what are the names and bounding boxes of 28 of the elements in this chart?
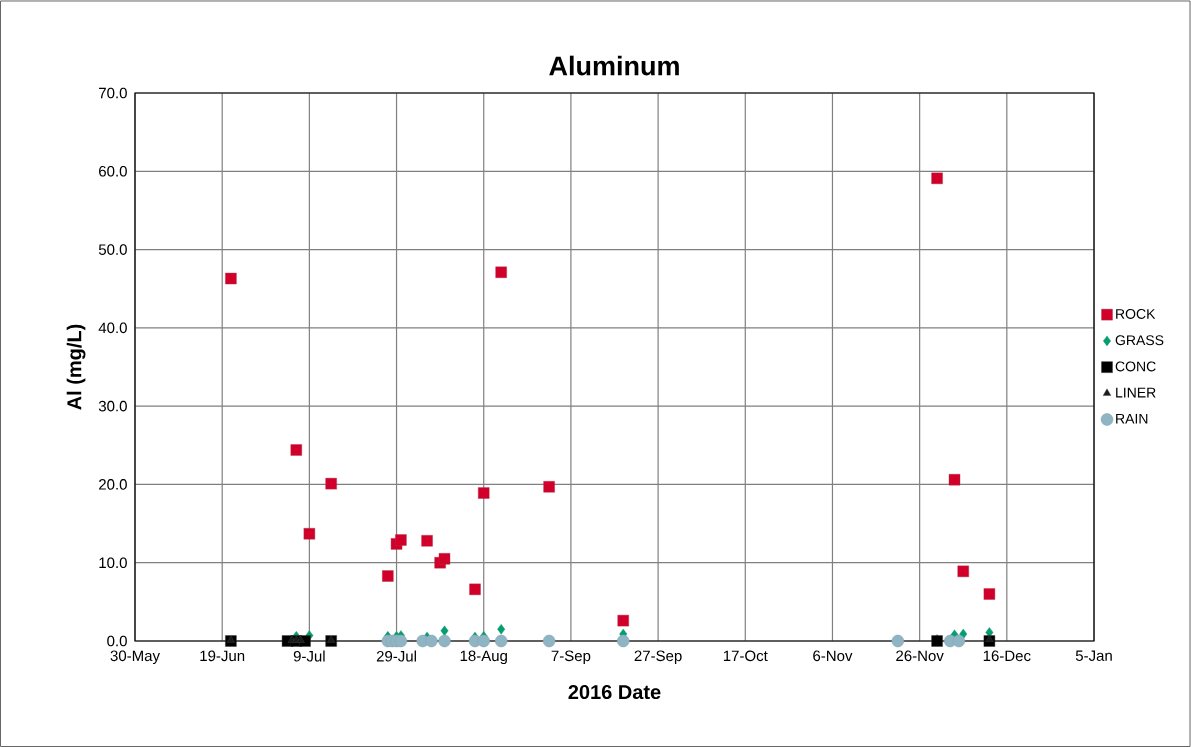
y-tick-label: 0.0 <box>107 635 127 647</box>
x-tick-label: 30-May <box>110 650 160 665</box>
x-tick-label: 7-Sep <box>551 650 591 665</box>
x-tick-label: 5-Jan <box>1075 650 1112 661</box>
legend-label: GRASS <box>1115 335 1164 346</box>
x-tick-label: 17-Oct <box>723 650 768 662</box>
y-tick-label: 50.0 <box>98 244 127 255</box>
legend-label: RAIN <box>1116 413 1148 424</box>
y-axis-title: Al (mg/L) <box>66 324 86 410</box>
y-tick-label: 10.0 <box>99 557 127 569</box>
x-axis-title: 2016 Date <box>568 684 661 700</box>
x-tick-label: 18-Aug <box>460 650 507 665</box>
x-tick-label: 29-Jul <box>376 650 416 662</box>
y-tick-label: 60.0 <box>99 165 127 177</box>
y-tick-label: 30.0 <box>98 400 127 412</box>
x-tick-label: 9-Jul <box>293 650 325 662</box>
y-tick-label: 70.0 <box>99 87 127 99</box>
x-tick-label: 16-Dec <box>983 650 1031 662</box>
legend-label: ROCK <box>1116 308 1156 319</box>
x-tick-label: 19-Jun <box>200 650 245 662</box>
y-tick-label: 40.0 <box>98 322 127 334</box>
legend-label: LINER <box>1116 387 1156 398</box>
y-tick-label: 20.0 <box>99 479 127 490</box>
x-tick-label: 26-Nov <box>896 650 944 662</box>
chart-title: Aluminum <box>549 55 679 76</box>
x-tick-label: 27-Sep <box>634 650 682 665</box>
legend-label: CONC <box>1115 361 1156 372</box>
x-tick-label: 6-Nov <box>813 650 853 662</box>
